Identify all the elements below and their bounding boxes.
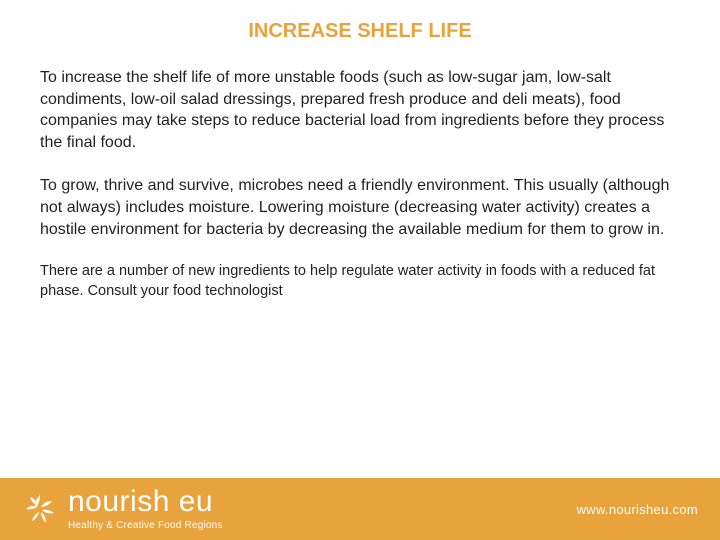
paragraph-1: To increase the shelf life of more unsta… xyxy=(40,67,680,153)
footer: nourish eu Healthy & Creative Food Regio… xyxy=(0,468,720,540)
leaf-swirl-icon xyxy=(22,491,58,527)
footer-gap xyxy=(0,468,720,478)
brand-url: www.nourisheu.com xyxy=(577,502,698,517)
brand-name: nourish eu xyxy=(68,487,223,517)
paragraph-3: There are a number of new ingredients to… xyxy=(40,262,680,301)
brand-name-main: nourish xyxy=(68,485,170,518)
paragraph-2: To grow, thrive and survive, microbes ne… xyxy=(40,175,680,240)
footer-bar: nourish eu Healthy & Creative Food Regio… xyxy=(0,478,720,540)
brand-text: nourish eu Healthy & Creative Food Regio… xyxy=(68,487,223,531)
brand-tagline: Healthy & Creative Food Regions xyxy=(68,521,223,531)
slide-title: INCREASE SHELF LIFE xyxy=(40,20,680,43)
slide: INCREASE SHELF LIFE To increase the shel… xyxy=(0,0,720,540)
brand-name-suffix: eu xyxy=(170,485,213,518)
brand: nourish eu Healthy & Creative Food Regio… xyxy=(22,487,223,531)
content-area: INCREASE SHELF LIFE To increase the shel… xyxy=(0,0,720,301)
